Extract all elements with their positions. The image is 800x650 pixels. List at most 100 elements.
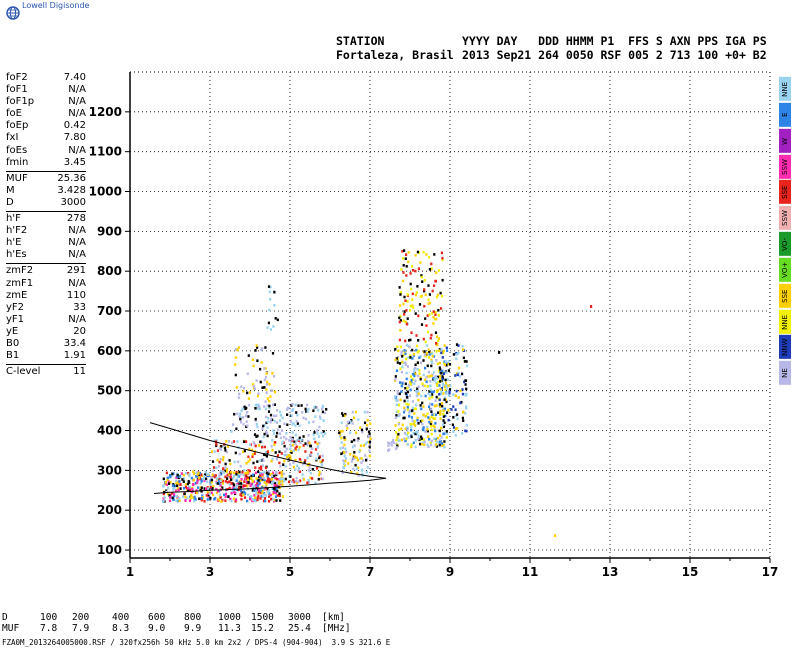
echo-point: [357, 466, 360, 470]
param-value: N/A: [68, 313, 86, 325]
echo-point: [436, 293, 439, 297]
echo-point: [267, 321, 270, 325]
echo-point: [441, 382, 444, 385]
echo-point: [207, 495, 210, 498]
echo-point: [411, 357, 414, 360]
echo-point: [455, 372, 459, 375]
echo-point: [434, 437, 437, 441]
echo-point: [358, 450, 361, 453]
echo-point: [428, 313, 431, 316]
echo-point: [443, 421, 446, 425]
echo-point: [361, 468, 364, 471]
muf-table-cell: 1000: [218, 612, 241, 623]
echo-point: [241, 482, 244, 486]
echo-point: [418, 372, 421, 375]
echo-point: [213, 439, 216, 443]
echo-point: [435, 342, 438, 345]
echo-point: [256, 434, 259, 438]
echo-point: [454, 374, 457, 377]
x-tick-label: 9: [446, 565, 454, 579]
echo-point: [176, 487, 179, 490]
echo-point: [263, 386, 266, 389]
echo-point: [398, 338, 401, 342]
y-tick-label: 800: [97, 264, 122, 278]
echo-point: [354, 463, 357, 467]
echo-point: [167, 492, 170, 496]
echo-point: [410, 445, 413, 449]
echo-point: [401, 355, 404, 358]
echo-point: [404, 427, 407, 430]
echo-point: [439, 409, 442, 413]
echo-point: [276, 489, 279, 493]
echo-point: [279, 413, 282, 417]
echo-point: [457, 371, 460, 375]
echo-point: [445, 432, 449, 435]
echo-point: [281, 477, 284, 480]
echo-point: [246, 411, 249, 414]
echo-point: [433, 253, 436, 256]
echo-point: [394, 358, 397, 362]
echo-point: [257, 403, 260, 407]
echo-point: [202, 477, 205, 481]
param-name: foE: [6, 108, 22, 120]
echo-point: [216, 458, 219, 462]
echo-point: [400, 384, 403, 388]
echo-point: [222, 467, 225, 470]
profile-trace-line: [149, 422, 387, 494]
echo-point: [252, 384, 256, 388]
echo-point: [427, 348, 430, 352]
echo-point: [411, 378, 414, 381]
echo-point: [452, 405, 455, 408]
echo-point: [262, 459, 265, 462]
echo-point: [413, 412, 416, 415]
echo-point: [192, 483, 195, 487]
echo-point: [408, 345, 411, 349]
echo-point: [435, 271, 438, 274]
echo-point: [266, 404, 269, 407]
echo-point: [235, 472, 238, 476]
echo-point: [349, 420, 352, 423]
echo-point: [260, 467, 263, 471]
echo-point: [278, 450, 281, 454]
echo-point: [245, 425, 248, 428]
param-name: foF1: [6, 84, 28, 96]
echo-point: [268, 290, 271, 294]
param-name: M: [6, 184, 15, 196]
echo-point: [412, 432, 415, 435]
echo-point: [175, 479, 178, 483]
echo-point: [405, 274, 408, 277]
echo-point: [442, 443, 445, 447]
echo-point: [171, 472, 174, 476]
echo-point: [267, 480, 270, 484]
echo-point: [274, 495, 278, 499]
echo-point: [218, 473, 221, 476]
echo-point: [430, 420, 433, 424]
echo-point: [394, 378, 397, 381]
echo-point: [414, 363, 417, 367]
echo-point: [342, 459, 345, 462]
echo-point: [444, 414, 447, 418]
legend-swatch: NNW: [779, 335, 791, 360]
echo-point: [263, 479, 266, 482]
echo-point: [429, 394, 432, 397]
echo-point: [293, 480, 296, 484]
echo-point: [234, 356, 237, 359]
echo-point: [401, 423, 404, 427]
echo-point: [292, 478, 295, 482]
echo-point: [241, 470, 244, 474]
echo-point: [343, 414, 346, 418]
echo-point: [281, 440, 284, 444]
echo-point: [315, 457, 318, 461]
echo-point: [186, 482, 189, 486]
param-row: M 3.428: [6, 185, 86, 197]
echo-point: [443, 344, 446, 347]
echo-point: [412, 441, 415, 445]
echo-point: [253, 480, 256, 484]
echo-point: [361, 472, 364, 476]
muf-table-cell: 800: [184, 612, 202, 623]
echo-point: [259, 497, 262, 500]
echo-point: [274, 441, 277, 444]
echo-point: [275, 457, 278, 461]
echo-point: [226, 445, 230, 448]
echo-point: [242, 386, 246, 390]
